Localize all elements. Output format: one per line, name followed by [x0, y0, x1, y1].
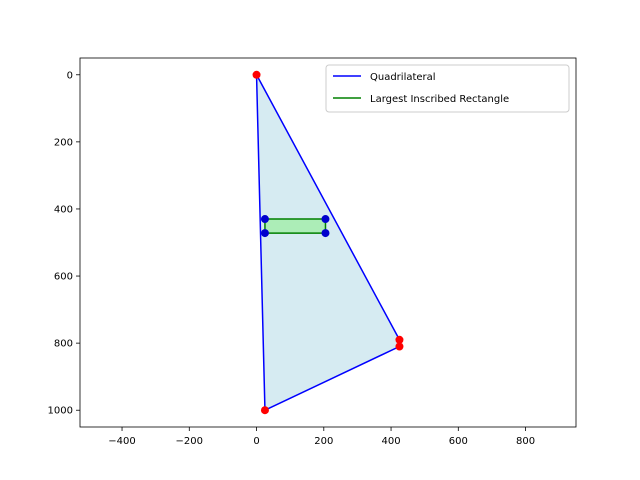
x-tick-label-3: 200	[314, 436, 333, 447]
x-tick-label-5: 600	[449, 436, 468, 447]
plot-area	[79, 57, 577, 428]
x-tick-label-6: 800	[516, 436, 535, 447]
quadrilateral-fill	[256, 74, 400, 411]
quadrilateral-vertex-0	[252, 70, 261, 79]
rectangle-vertex-3	[260, 229, 269, 238]
y-tick-label-2: 400	[54, 204, 73, 215]
points-layer	[252, 70, 404, 415]
x-tick-label-0: −400	[108, 436, 135, 447]
x-tick-label-4: 400	[382, 436, 401, 447]
rectangle-vertex-2	[321, 229, 330, 238]
quadrilateral-vertex-1	[395, 335, 404, 344]
y-tick-label-5: 1000	[48, 406, 73, 417]
legend-label-quadrilateral: Quadrilateral	[370, 72, 436, 83]
quadrilateral-vertex-3	[260, 406, 269, 415]
y-tick-label-3: 600	[54, 272, 73, 283]
y-tick-label-1: 200	[54, 137, 73, 148]
y-tick-label-4: 800	[54, 339, 73, 350]
rectangle-vertex-0	[260, 215, 269, 224]
legend: Quadrilateral Largest Inscribed Rectangl…	[325, 64, 570, 113]
quadrilateral-layer	[255, 74, 401, 411]
rectangle-vertex-1	[321, 215, 330, 224]
y-axis: 0 200 400 600 800 1000	[48, 70, 80, 417]
rectangle-fill	[264, 219, 326, 234]
rectangle-layer	[264, 218, 327, 234]
legend-box	[325, 64, 570, 113]
legend-label-rectangle: Largest Inscribed Rectangle	[370, 94, 509, 105]
y-tick-label-0: 0	[67, 70, 73, 81]
quadrilateral-vertex-2	[395, 342, 404, 351]
x-axis: −400 −200 0 200 400 600 800	[108, 427, 535, 447]
x-tick-label-2: 0	[253, 436, 259, 447]
axes-frame	[79, 57, 577, 428]
x-tick-label-1: −200	[176, 436, 203, 447]
